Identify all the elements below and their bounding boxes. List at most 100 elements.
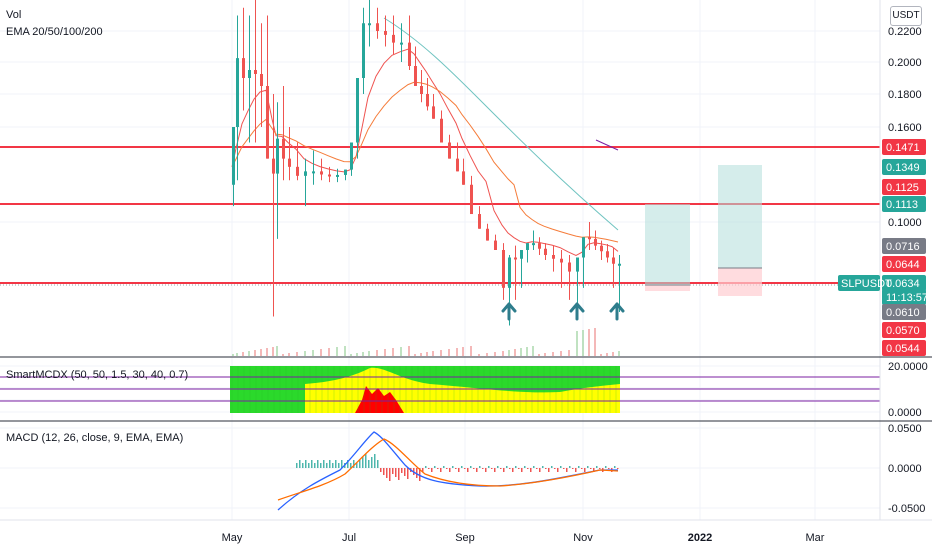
ema-legend[interactable]: EMA 20/50/100/200 <box>6 26 103 38</box>
candle-body <box>568 262 571 272</box>
macd-legend[interactable]: MACD (12, 26, close, 9, EMA, EMA) <box>6 432 184 444</box>
macd-histogram-bar <box>455 468 457 469</box>
candle-body <box>344 169 347 175</box>
price-tag-label: 0.0610 <box>886 307 920 319</box>
candle-body <box>514 257 517 260</box>
macd-histogram-bar <box>389 468 391 481</box>
price-tag[interactable]: 0.1113 <box>882 196 926 212</box>
smartmcdx-pane[interactable] <box>0 366 880 413</box>
symbol-tag[interactable]: SLPUSDT <box>838 275 892 291</box>
volume-bar <box>432 351 434 356</box>
candle-body <box>538 243 541 249</box>
macd-histogram-bar <box>488 466 490 468</box>
candle-body <box>576 257 579 272</box>
macd-histogram-bar <box>443 466 445 468</box>
candle-body <box>440 118 443 143</box>
volume-bar <box>336 347 338 356</box>
macd-histogram-bar <box>575 468 577 472</box>
macd-histogram-bar <box>431 468 433 472</box>
candle-body <box>588 237 591 240</box>
time-axis[interactable]: May Jul Sep Nov 2022 Mar <box>0 519 932 544</box>
macd-histogram-bar <box>527 468 529 469</box>
macd-histogram-bar <box>422 468 424 472</box>
candle-body <box>276 138 279 174</box>
up-arrow-stroke <box>501 302 517 321</box>
stop-zone[interactable] <box>645 285 690 291</box>
smc-red-area <box>355 386 404 413</box>
volume-bar <box>248 351 250 356</box>
macd-histogram-bar <box>296 463 298 468</box>
macd-histogram-bar <box>317 460 319 468</box>
volume-bar <box>288 353 290 356</box>
price-tag[interactable]: 0.0570 <box>882 322 926 338</box>
price-tag-label: 0.1349 <box>886 162 920 174</box>
candle-body <box>288 158 291 167</box>
volume-bar <box>344 346 346 356</box>
volume-bar <box>508 350 510 356</box>
smartmcdx-legend[interactable]: SmartMCDX (50, 50, 1.5, 30, 40, 0.7) <box>6 369 189 381</box>
macd-histogram-bar <box>569 466 571 468</box>
price-tag[interactable]: 0.0610 <box>882 304 926 320</box>
macd-histogram-bar <box>407 468 409 479</box>
macd-histogram-bar <box>452 466 454 468</box>
macd-histogram-bar <box>563 468 565 469</box>
position-boxes[interactable] <box>645 165 762 296</box>
volume-bar <box>560 351 562 356</box>
candle-body <box>236 58 239 127</box>
price-tag[interactable]: 0.0716 <box>882 238 926 254</box>
macd-histogram-bar <box>551 466 553 468</box>
price-tag[interactable]: 0.1349 <box>882 159 926 175</box>
volume-bar <box>328 348 330 356</box>
price-tag[interactable]: 0.0544 <box>882 340 926 356</box>
macd-histogram-bar <box>590 468 592 469</box>
macd-pane[interactable] <box>277 431 619 511</box>
macd-histogram-bar <box>305 460 307 468</box>
macd-histogram-bar <box>464 468 466 469</box>
price-tag[interactable]: 0.0634 <box>882 275 926 291</box>
price-axis[interactable]: 0.2200 0.2000 0.1800 0.1600 0.1000 20.0000 0.0… <box>838 0 928 520</box>
macd-histogram-bar <box>506 466 508 468</box>
macd-histogram-bar <box>362 457 364 468</box>
macd-histogram-bar <box>368 460 370 468</box>
candle-body <box>426 94 429 107</box>
price-tag[interactable]: 0.1471 <box>882 139 926 155</box>
candle-body <box>408 42 411 66</box>
macd-histogram-bar <box>374 454 376 468</box>
macd-histogram-bar <box>470 466 472 468</box>
candle-body <box>368 23 371 26</box>
stop-zone[interactable] <box>718 268 762 296</box>
volume-bar <box>576 331 578 356</box>
price-tag[interactable]: 0.1125 <box>882 179 926 195</box>
volume-bar <box>448 349 450 356</box>
macd-histogram-bar <box>614 466 616 468</box>
macd-histogram-bar <box>416 468 418 478</box>
candle-body <box>508 257 511 288</box>
macd-histogram-bar <box>581 468 583 469</box>
candle-body <box>618 263 621 266</box>
volume-bar <box>526 347 528 356</box>
macd-histogram-bar <box>554 468 556 469</box>
price-tag[interactable]: 0.0644 <box>882 256 926 272</box>
macd-tick-label: 0.0000 <box>888 463 922 475</box>
volume-bar <box>242 352 244 356</box>
macd-histogram-bar <box>332 463 334 468</box>
macd-histogram-bar <box>449 468 451 472</box>
target-zone[interactable] <box>718 165 762 268</box>
macd-histogram-bar <box>323 460 325 468</box>
price-pane[interactable] <box>0 0 880 356</box>
smc-tick-label: 0.0000 <box>888 407 922 419</box>
candle-body <box>486 228 489 241</box>
macd-histogram-bar <box>434 466 436 468</box>
target-zone[interactable] <box>645 204 690 285</box>
macd-histogram-bar <box>401 468 403 473</box>
macd-histogram-bar <box>335 460 337 468</box>
currency-button[interactable]: USDT <box>890 6 922 26</box>
volume-bar <box>612 352 614 356</box>
volume-bar <box>582 330 584 356</box>
volume-legend[interactable]: Vol <box>6 9 22 21</box>
macd-histogram-bar <box>437 468 439 469</box>
candle-body <box>384 31 387 35</box>
macd-histogram-bar <box>491 468 493 469</box>
price-tag[interactable]: 11:13:57 <box>882 289 928 305</box>
